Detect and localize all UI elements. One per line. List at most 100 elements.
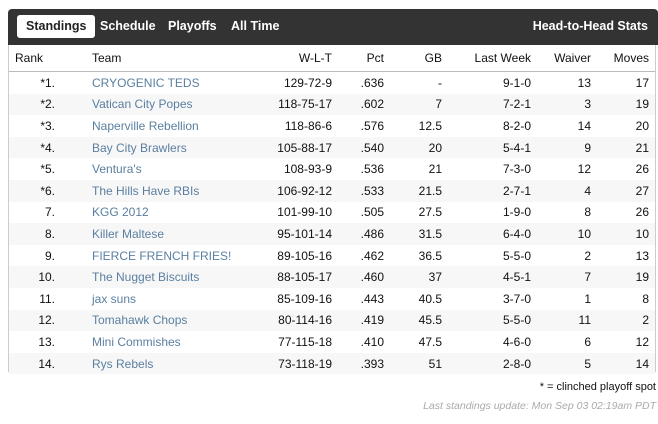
rank-cell: 8. — [9, 223, 55, 245]
pct-cell: .540 — [332, 136, 384, 159]
rank-cell: 11. — [39, 291, 55, 306]
pct-cell: .576 — [360, 118, 384, 133]
waiver-cell: 6 — [584, 334, 591, 349]
moves-cell: 14 — [591, 352, 655, 375]
tab-all-time[interactable]: All Time — [231, 19, 280, 33]
gb-cell: 51 — [384, 352, 442, 375]
team-link[interactable]: Tomahawk Chops — [92, 313, 188, 328]
rank-cell: *6. — [9, 179, 55, 202]
moves-cell: 19 — [591, 266, 655, 288]
pct-cell: .602 — [332, 93, 384, 116]
wlt-cell: 106-92-12 — [248, 179, 332, 202]
rank-cell: 12. — [9, 309, 55, 332]
last-week-cell: 2-7-1 — [442, 179, 531, 202]
rank-cell: *4. — [9, 136, 55, 159]
waiver-cell: 4 — [531, 179, 591, 202]
tab-standings[interactable]: Standings — [17, 15, 96, 38]
moves-cell: 8 — [642, 291, 649, 306]
gb-cell: 31.5 — [384, 223, 442, 245]
gb-cell: 12.5 — [418, 118, 442, 133]
pct-cell: .505 — [360, 205, 384, 220]
rank-cell: 10. — [9, 266, 55, 288]
rank-cell: 13. — [38, 334, 55, 349]
pct-cell: .536 — [360, 162, 384, 177]
column-header-moves: Moves — [591, 45, 655, 72]
rank-cell: 14. — [9, 352, 55, 375]
team-link[interactable]: Bay City Brawlers — [92, 140, 187, 155]
gb-cell: - — [438, 75, 442, 90]
pct-cell: .486 — [332, 223, 384, 245]
waiver-cell: 12 — [577, 162, 591, 177]
team-link[interactable]: Killer Maltese — [92, 226, 165, 241]
moves-cell: 17 — [635, 75, 649, 90]
team-link[interactable]: KGG 2012 — [92, 205, 149, 220]
team-cell: FIERCE FRENCH FRIES! — [55, 245, 248, 267]
pct-cell: .419 — [332, 309, 384, 332]
team-link[interactable]: The Hills Have RBIs — [92, 183, 200, 198]
team-cell: Mini Commishes — [55, 331, 248, 353]
last-week-cell: 5-4-1 — [442, 136, 531, 159]
waiver-cell: 3 — [531, 93, 591, 116]
moves-cell: 20 — [635, 118, 649, 133]
team-link[interactable]: The Nugget Biscuits — [92, 270, 200, 285]
team-link[interactable]: Rys Rebels — [92, 356, 154, 371]
team-cell: jax suns — [55, 288, 248, 310]
tab-schedule[interactable]: Schedule — [100, 19, 156, 33]
waiver-cell: 2 — [584, 248, 591, 263]
gb-cell: 27.5 — [418, 205, 442, 220]
team-cell: Vatican City Popes — [55, 93, 248, 116]
table-row: 7. KGG 2012 101-99-10 .505 27.5 1-9-0 8 26 — [9, 202, 655, 224]
tab-playoffs[interactable]: Playoffs — [168, 19, 217, 33]
table-row: 8. Killer Maltese 95-101-14.486 31.5 6-4-0 10… — [9, 223, 655, 245]
moves-cell: 26 — [635, 162, 649, 177]
gb-cell: 45.5 — [384, 309, 442, 332]
tab-bar: Standings Schedule Playoffs All Time Hea… — [8, 9, 658, 45]
wlt-cell: 105-88-17 — [248, 136, 332, 159]
table-row: *3. Naperville Rebellion 118-86-6 .576 12.5 8… — [9, 115, 655, 137]
tab-head-to-head-stats[interactable]: Head-to-Head Stats — [532, 19, 648, 33]
team-link[interactable]: Vatican City Popes — [92, 97, 193, 112]
last-week-cell: 1-9-0 — [502, 205, 531, 220]
team-link[interactable]: CRYOGENIC TEDS — [92, 75, 200, 90]
waiver-cell: 9 — [531, 136, 591, 159]
wlt-cell: 95-101-14 — [248, 223, 332, 245]
table-row: 9. FIERCE FRENCH FRIES! 89-105-16 .462 36.5 5… — [9, 245, 655, 267]
pct-cell: .443 — [360, 291, 384, 306]
rank-cell: *3. — [40, 118, 55, 133]
wlt-cell: 85-109-16 — [277, 291, 332, 306]
standings-table-container: Rank Team W-L-T Pct GB Last Week Waiver … — [8, 45, 656, 375]
wlt-cell: 118-86-6 — [284, 118, 332, 133]
rank-cell: *5. — [40, 162, 55, 177]
team-link[interactable]: Naperville Rebellion — [92, 118, 199, 133]
team-cell: Tomahawk Chops — [55, 309, 248, 332]
rank-cell: 7. — [44, 205, 55, 220]
last-week-cell: 8-2-0 — [502, 118, 531, 133]
last-week-cell: 5-5-0 — [442, 309, 531, 332]
column-header-wlt: W-L-T — [248, 45, 332, 72]
team-cell: Rys Rebels — [55, 352, 248, 375]
moves-cell: 21 — [591, 136, 655, 159]
team-cell: Naperville Rebellion — [55, 115, 248, 137]
team-cell: Bay City Brawlers — [55, 136, 248, 159]
team-link[interactable]: FIERCE FRENCH FRIES! — [92, 248, 232, 263]
column-header-rank: Rank — [9, 45, 55, 72]
pct-cell: .533 — [332, 179, 384, 202]
column-header-waiver: Waiver — [531, 45, 591, 72]
gb-cell: 21.5 — [384, 179, 442, 202]
pct-cell: .393 — [332, 352, 384, 375]
waiver-cell: 1 — [584, 291, 591, 306]
gb-cell: 21 — [428, 162, 442, 177]
moves-cell: 27 — [591, 179, 655, 202]
team-link[interactable]: Mini Commishes — [92, 334, 181, 349]
team-link[interactable]: jax suns — [92, 291, 137, 306]
waiver-cell: 7 — [531, 266, 591, 288]
gb-cell: 37 — [384, 266, 442, 288]
table-row: 13. Mini Commishes 77-115-18 .410 47.5 4-6-0 6… — [9, 331, 655, 353]
last-week-cell: 6-4-0 — [442, 223, 531, 245]
team-link[interactable]: Ventura's — [92, 162, 142, 177]
column-header-gb: GB — [384, 45, 442, 72]
team-cell: CRYOGENIC TEDS — [55, 72, 248, 94]
table-row: 10. The Nugget Biscuits 88-105-17.460 37 4-5… — [9, 266, 655, 288]
table-row: 12. Tomahawk Chops 80-114-16.419 45.5 5-5-0 1… — [9, 309, 655, 332]
team-cell: The Hills Have RBIs — [55, 179, 248, 202]
